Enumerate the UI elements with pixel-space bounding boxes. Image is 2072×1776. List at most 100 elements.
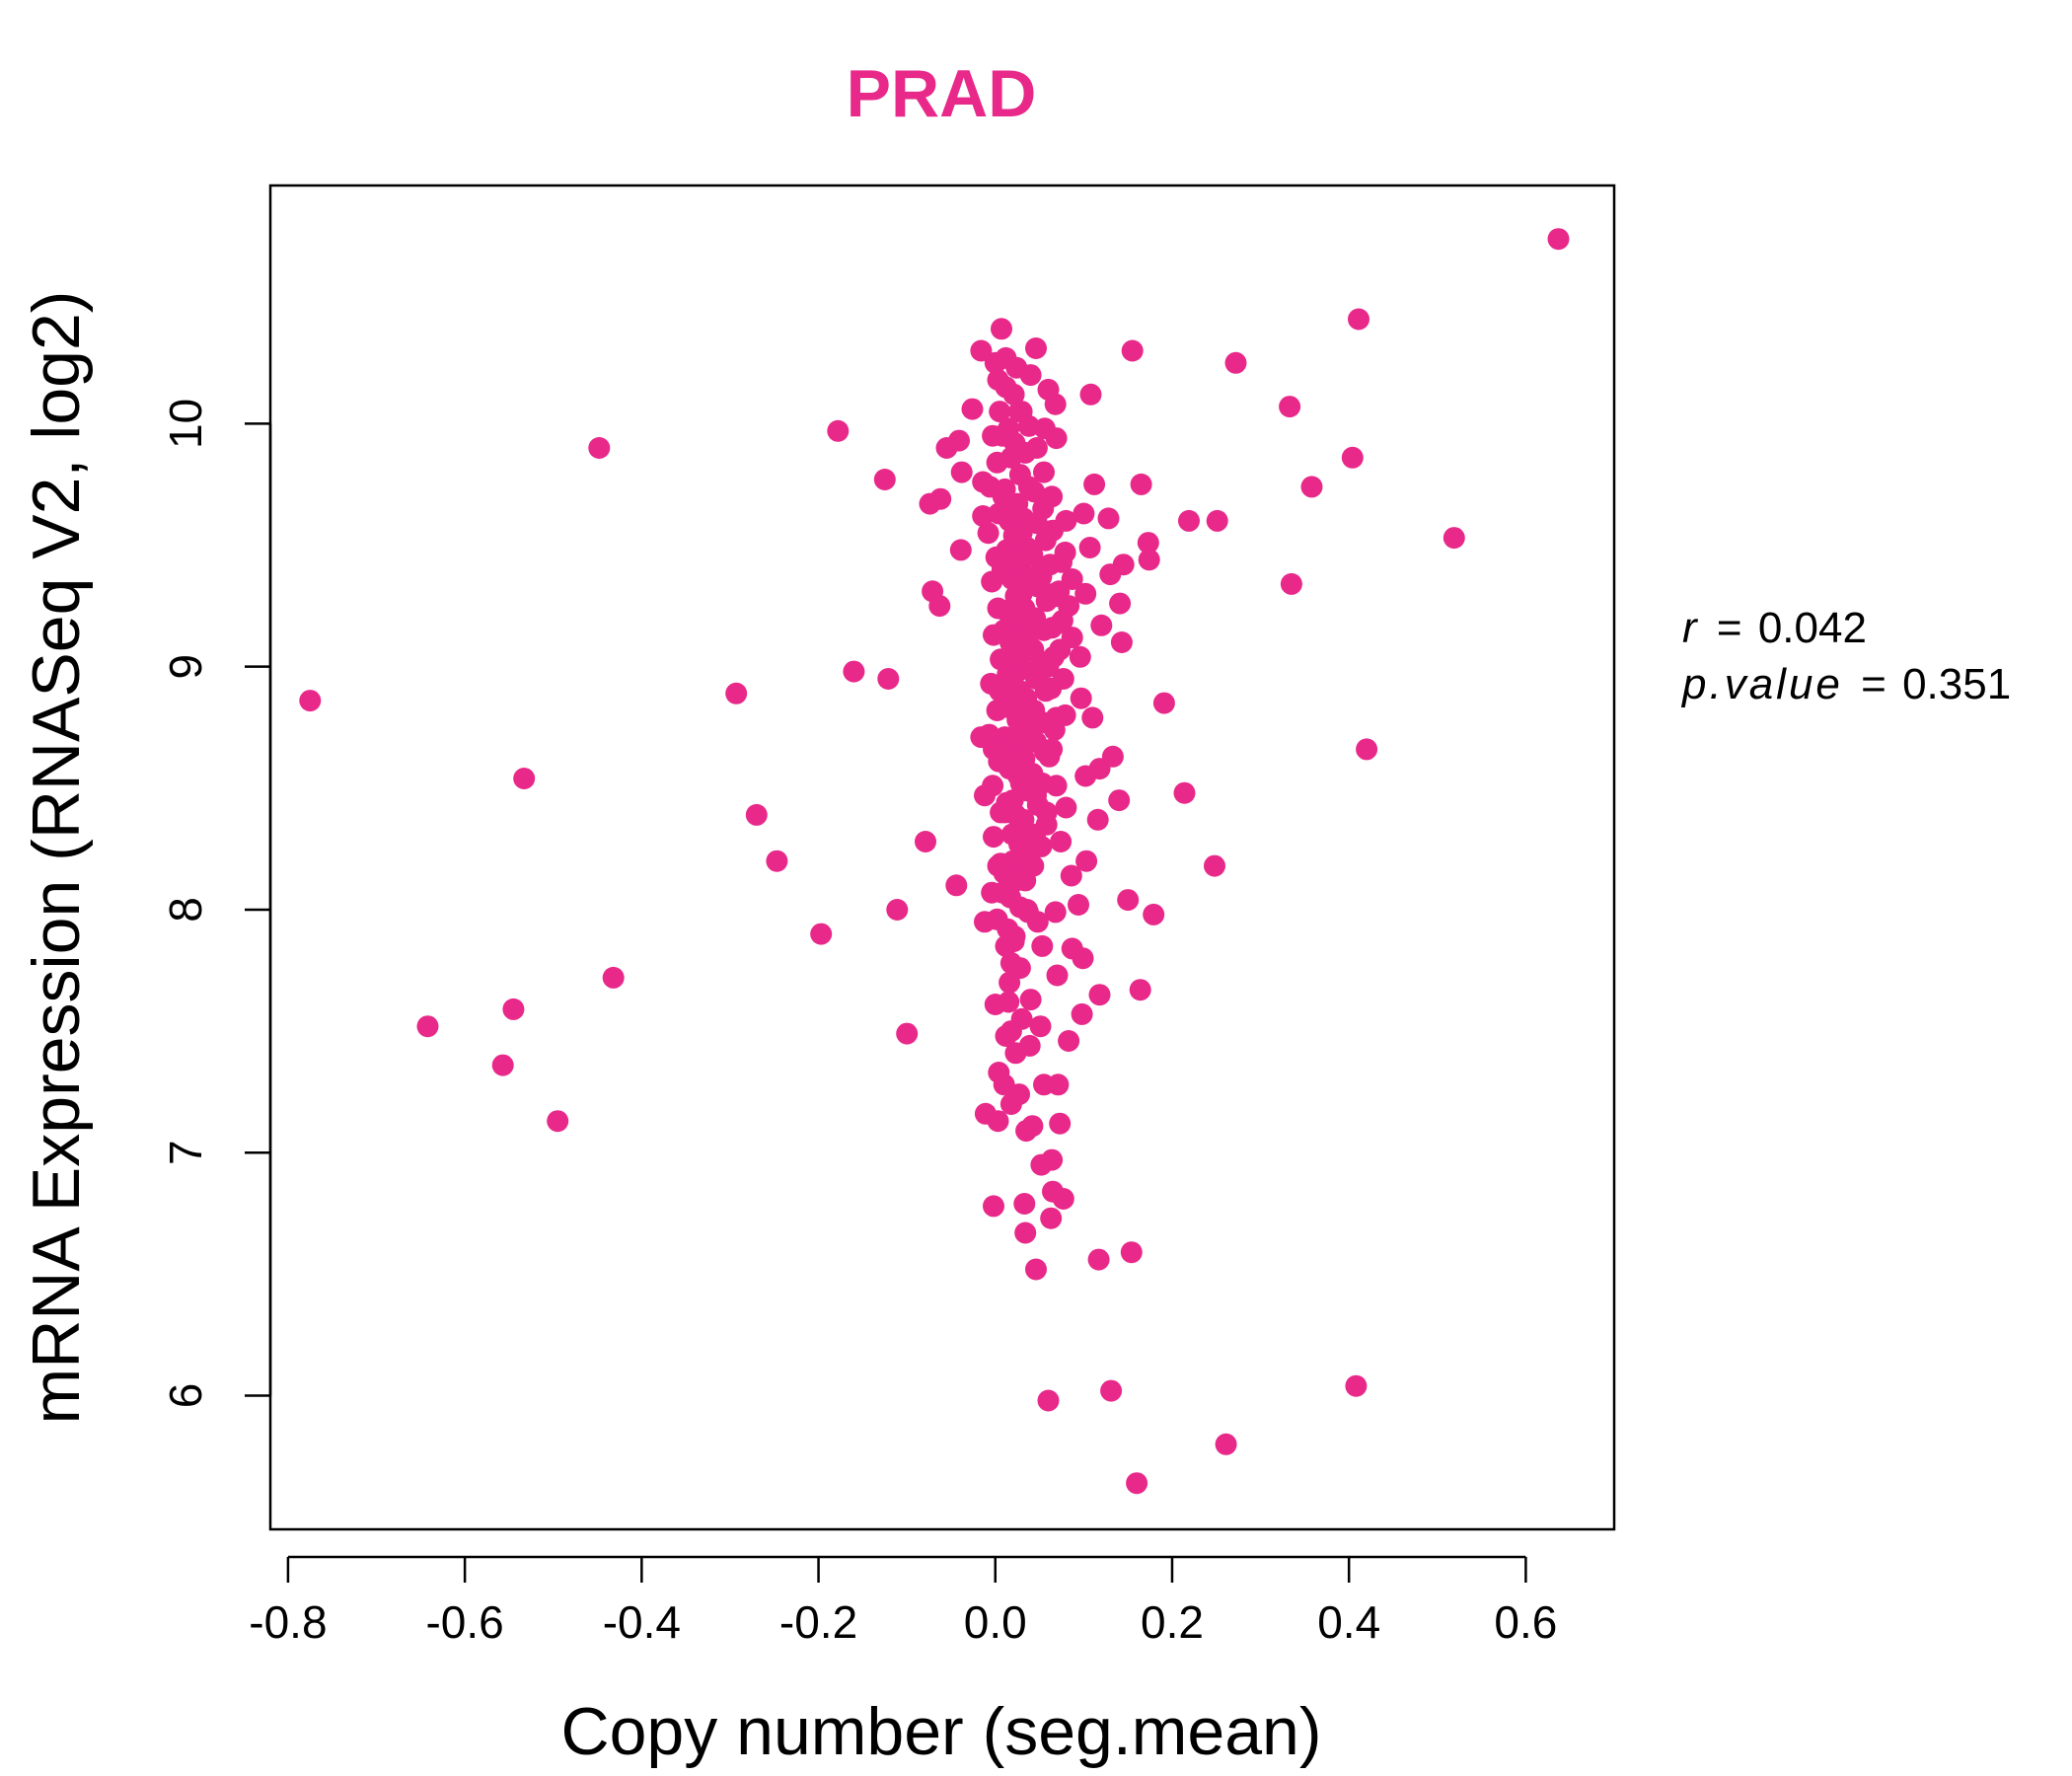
data-point — [1110, 631, 1133, 653]
data-point — [945, 874, 968, 897]
data-point — [1088, 984, 1111, 1006]
data-point — [1129, 979, 1151, 1001]
data-point — [491, 1054, 514, 1076]
data-point — [588, 437, 611, 459]
y-tick-label: 6 — [160, 1383, 211, 1409]
data-point — [1061, 937, 1083, 960]
data-point — [1215, 1433, 1237, 1455]
data-point — [1048, 580, 1071, 603]
data-point — [1019, 989, 1042, 1011]
data-point — [989, 401, 1011, 423]
data-point — [725, 682, 748, 704]
data-point — [915, 831, 936, 852]
data-point — [1130, 473, 1152, 495]
p-value: 0.351 — [1902, 660, 2011, 708]
data-point — [843, 660, 865, 683]
data-point — [1071, 1002, 1093, 1025]
data-point — [1004, 1042, 1027, 1065]
data-point — [1044, 393, 1067, 415]
x-tick-label: 0.4 — [1317, 1596, 1380, 1648]
data-point — [1008, 401, 1030, 423]
data-point — [1014, 441, 1037, 464]
data-point — [1044, 901, 1067, 924]
data-point — [1033, 417, 1056, 440]
data-point — [1069, 645, 1091, 668]
data-point — [1008, 1083, 1030, 1106]
data-point — [873, 469, 896, 490]
x-tick-label: 0.0 — [964, 1596, 1027, 1648]
data-point — [827, 419, 850, 442]
data-point — [999, 952, 1022, 975]
data-point — [1012, 808, 1035, 831]
data-point — [1013, 1193, 1036, 1215]
data-point — [950, 461, 973, 483]
data-point — [1030, 1153, 1053, 1176]
data-point — [981, 881, 1003, 904]
data-point — [1074, 765, 1097, 787]
data-point — [1010, 703, 1033, 726]
data-point — [1280, 572, 1302, 595]
data-point — [1014, 1221, 1037, 1244]
data-point — [1075, 850, 1098, 872]
data-points — [299, 228, 1570, 1495]
data-point — [1300, 476, 1323, 498]
data-point — [1206, 509, 1228, 532]
data-point — [961, 398, 984, 420]
data-point — [1547, 228, 1570, 251]
data-point — [999, 1020, 1022, 1043]
data-point — [929, 487, 952, 510]
data-point — [547, 1110, 569, 1133]
data-point — [1152, 692, 1175, 714]
data-point — [949, 539, 972, 561]
data-point — [970, 726, 993, 749]
x-tick-label: -0.6 — [425, 1596, 503, 1648]
data-point — [299, 690, 322, 712]
data-point — [1348, 308, 1369, 331]
data-point — [1097, 507, 1120, 530]
data-point — [1079, 383, 1102, 406]
data-point — [1025, 1258, 1047, 1281]
data-point — [974, 784, 996, 807]
data-point — [1121, 339, 1144, 362]
data-point — [928, 595, 951, 618]
data-point — [1074, 582, 1097, 605]
data-point — [886, 899, 909, 921]
data-point — [1010, 643, 1033, 666]
x-tick-label: -0.2 — [779, 1596, 857, 1648]
y-axis: 6 7 8 9 10 — [160, 399, 272, 1409]
data-point — [1126, 1472, 1148, 1495]
data-point — [1178, 509, 1200, 532]
data-point — [974, 911, 996, 933]
data-point — [1143, 903, 1165, 925]
y-tick-label: 7 — [160, 1140, 211, 1165]
y-tick-label: 9 — [160, 654, 211, 680]
data-point — [983, 1195, 1004, 1218]
data-point — [992, 485, 1014, 508]
data-point — [896, 1022, 919, 1045]
data-point — [1042, 519, 1064, 542]
data-point — [1010, 582, 1033, 605]
data-point — [1040, 1207, 1063, 1229]
data-point — [1073, 502, 1095, 525]
x-axis: -0.8 -0.6 -0.4 -0.2 0.0 0.2 0.4 0.6 — [249, 1555, 1557, 1648]
chart-title: PRAD — [847, 56, 1037, 131]
data-point — [1204, 854, 1225, 877]
data-point — [1047, 1073, 1070, 1096]
data-point — [1035, 801, 1058, 824]
data-point — [1049, 638, 1072, 661]
data-point — [1173, 781, 1196, 804]
pvalue-annotation: p.value = 0.351 — [1680, 660, 2011, 708]
x-tick-label: 0.2 — [1141, 1596, 1204, 1648]
data-point — [1033, 461, 1055, 483]
data-point — [1109, 592, 1132, 615]
x-tick-label: -0.4 — [603, 1596, 681, 1648]
data-point — [1356, 738, 1378, 761]
data-point — [1086, 808, 1109, 831]
data-point — [1068, 894, 1089, 916]
data-point — [1052, 1188, 1074, 1210]
data-point — [1032, 497, 1055, 520]
data-point — [977, 522, 999, 545]
data-point — [602, 966, 625, 989]
data-point — [1060, 864, 1082, 887]
